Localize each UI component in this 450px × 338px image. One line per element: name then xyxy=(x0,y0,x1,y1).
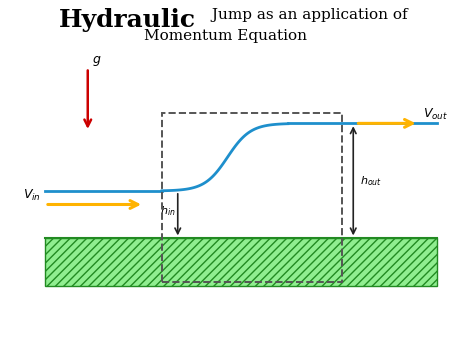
Text: Hydraulic: Hydraulic xyxy=(58,8,195,32)
Text: g: g xyxy=(92,53,100,66)
Text: $V_{in}$: $V_{in}$ xyxy=(22,188,40,203)
Text: Momentum Equation: Momentum Equation xyxy=(144,29,306,43)
Text: $h_{out}$: $h_{out}$ xyxy=(360,174,382,188)
Text: $h_{in}$: $h_{in}$ xyxy=(160,204,176,218)
Text: Jump as an application of: Jump as an application of xyxy=(207,8,408,22)
Bar xyxy=(162,113,342,282)
Bar xyxy=(45,238,436,286)
Text: $V_{out}$: $V_{out}$ xyxy=(423,106,448,122)
